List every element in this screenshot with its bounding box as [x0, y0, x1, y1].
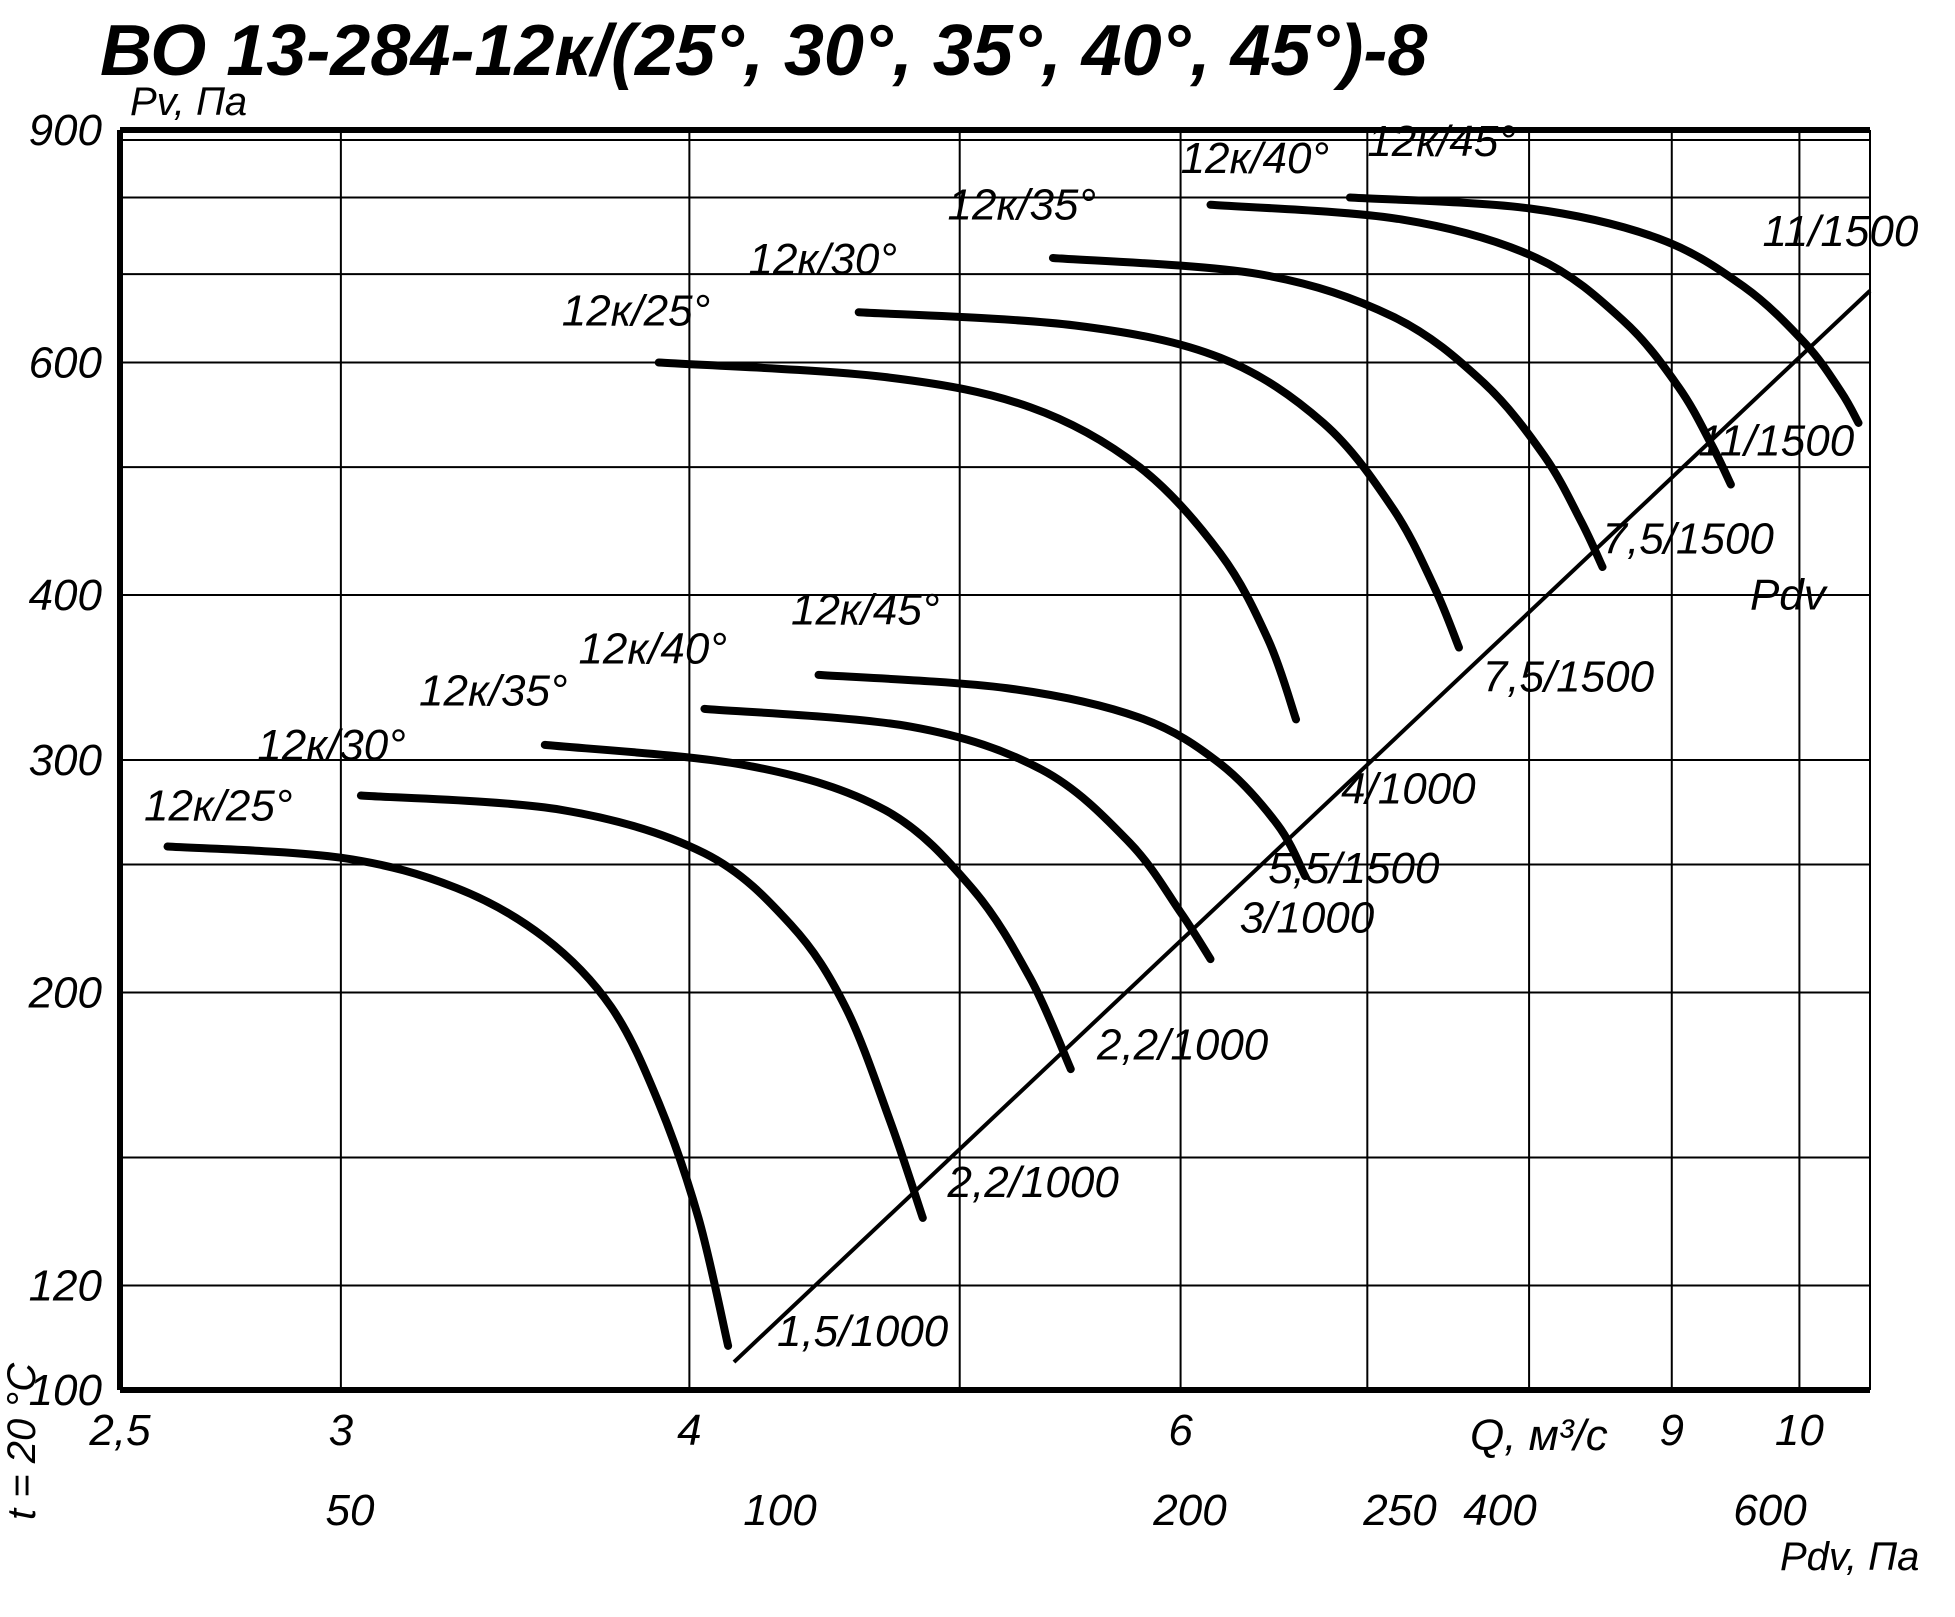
pdv-tick: 250: [1362, 1486, 1437, 1535]
performance-curve: [168, 846, 729, 1345]
curve-end-label: 11/1500: [1763, 207, 1919, 256]
curve-top-label: 12к/40°: [1181, 134, 1329, 183]
pdv-tick: 600: [1733, 1486, 1807, 1535]
x-tick: 3: [329, 1406, 354, 1455]
performance-curve: [819, 675, 1306, 876]
y-tick: 400: [29, 571, 103, 620]
curve-top-label: 12к/45°: [1367, 117, 1515, 166]
x-tick: 6: [1168, 1406, 1193, 1455]
curve-top-label: 12к/25°: [144, 781, 292, 830]
x-tick: 9: [1660, 1406, 1684, 1455]
x-axis-label: Q, м³/с: [1470, 1411, 1608, 1460]
curve-top-label: 12к/30°: [257, 721, 405, 770]
performance-curve: [1053, 258, 1603, 567]
curve-top-label: 12к/25°: [562, 287, 710, 336]
performance-curve: [659, 363, 1296, 720]
curve-end-label: 1,5/1000: [777, 1307, 949, 1356]
chart-title: ВО 13-284-12к/(25°, 30°, 35°, 40°, 45°)-…: [100, 11, 1427, 91]
y-tick: 120: [29, 1261, 103, 1310]
x-tick: 2,5: [88, 1406, 151, 1455]
curve-end-label: 7,5/1500: [1483, 653, 1655, 702]
performance-curve: [361, 795, 923, 1217]
curve-top-label: 12к/45°: [791, 585, 939, 634]
pdv-axis-label: Pdv, Па: [1780, 1535, 1919, 1579]
curve-end-label: 7,5/1500: [1603, 515, 1775, 564]
pdv-label: Pdv: [1750, 571, 1829, 620]
curve-end-label: 2,2/1000: [947, 1158, 1120, 1207]
curve-top-label: 12к/40°: [578, 624, 726, 673]
pdv-tick: 100: [743, 1486, 817, 1535]
x-tick: 4: [677, 1406, 701, 1455]
fan-performance-chart: ВО 13-284-12к/(25°, 30°, 35°, 40°, 45°)-…: [0, 0, 1955, 1617]
curve-extra-label: 4/1000: [1341, 765, 1476, 814]
curve-top-label: 12к/35°: [419, 666, 567, 715]
curve-top-label: 12к/30°: [748, 235, 896, 284]
curve-end-label: 2,2/1000: [1096, 1020, 1269, 1069]
curve-top-label: 12к/35°: [948, 180, 1096, 229]
performance-curve: [1210, 205, 1730, 485]
curve-end-label: 5,5/1500: [1268, 844, 1440, 893]
performance-curve: [704, 709, 1210, 959]
y-tick: 600: [29, 339, 103, 388]
pdv-tick: 200: [1152, 1486, 1227, 1535]
y-tick: 200: [28, 969, 103, 1018]
pdv-tick: 400: [1463, 1486, 1537, 1535]
y-axis-label: Pv, Па: [130, 80, 247, 124]
x-tick: 10: [1775, 1406, 1824, 1455]
y-tick: 300: [29, 736, 103, 785]
pdv-tick: 50: [326, 1486, 375, 1535]
y-tick: 900: [29, 106, 103, 155]
curve-end-label: 3/1000: [1240, 894, 1375, 943]
